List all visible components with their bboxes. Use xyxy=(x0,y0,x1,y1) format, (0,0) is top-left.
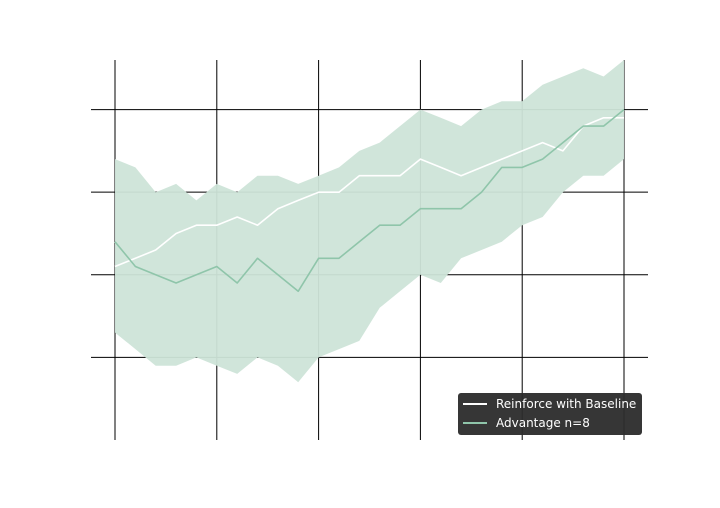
legend: Reinforce with Baseline Advantage n=8 xyxy=(458,393,642,435)
series-line-advantage-n-8 xyxy=(114,108,625,293)
legend-label-reinforce-with-baseline: Reinforce with Baseline xyxy=(496,397,636,411)
legend-box xyxy=(458,393,642,435)
series-line-reinforce-with-baseline xyxy=(114,117,624,268)
series-lines xyxy=(114,108,625,293)
legend-label-advantage-n8: Advantage n=8 xyxy=(496,416,590,430)
confidence-bands xyxy=(115,60,624,383)
band-advantage-n-8 xyxy=(115,60,624,383)
